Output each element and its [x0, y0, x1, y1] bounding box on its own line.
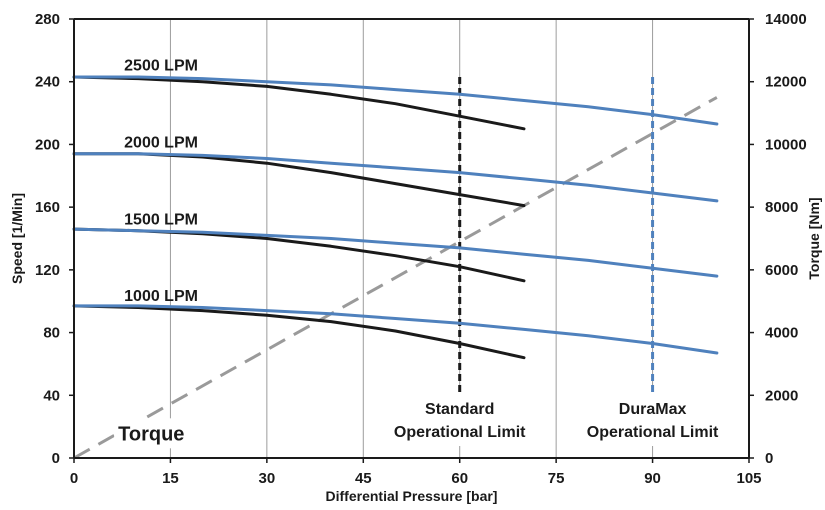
flow-label-2000-lpm: 2000 LPM: [124, 135, 198, 152]
x-axis-title: Differential Pressure [bar]: [326, 488, 498, 504]
x-tick-label-60: 60: [451, 470, 468, 487]
y-right-tick-label-2000: 2000: [765, 387, 798, 404]
y-right-tick-label-6000: 6000: [765, 262, 798, 279]
limit-label-standard-line-2: Operational Limit: [394, 424, 526, 441]
x-tick-label-90: 90: [644, 470, 661, 487]
flow-label-2500-lpm: 2500 LPM: [124, 58, 198, 75]
speed-curve-duramax-1500-lpm: [72, 227, 719, 278]
y-right-tick-label-10000: 10000: [765, 136, 807, 153]
flow-label-1000-lpm: 1000 LPM: [124, 288, 198, 305]
y-left-tick-label-200: 200: [35, 136, 60, 153]
axes: 0 15 30 45 60 75 90 105040801201602002402800200…: [9, 11, 822, 504]
speed-curve-duramax-2000-lpm: [72, 152, 719, 203]
torque-line: [73, 96, 718, 460]
speed-curves-group: [72, 75, 719, 360]
y-left-tick-label-240: 240: [35, 74, 60, 91]
x-tick-label-75: 75: [548, 470, 565, 487]
limit-label-duramax-line-1: DuraMax: [619, 401, 687, 418]
y-axis-right-title: Torque [Nm]: [806, 197, 822, 279]
y-left-tick-label-0: 0: [52, 450, 60, 467]
y-left-tick-label-120: 120: [35, 262, 60, 279]
y-right-tick-label-0: 0: [765, 450, 773, 467]
torque-label: Torque: [118, 423, 184, 445]
speed-curve-standard-1000-lpm: [72, 304, 526, 360]
operational-limit-group: Standard Operational Limit DuraMax Operatio…: [377, 77, 735, 446]
x-tick-label-15: 15: [162, 470, 179, 487]
x-tick-label-0: 0: [70, 470, 78, 487]
annotations: 2500 LPM 2000 LPM 1500 LPM 1000 LPM Torque: [114, 58, 219, 449]
y-right-tick-label-12000: 12000: [765, 74, 807, 91]
flow-label-1500-lpm: 1500 LPM: [124, 211, 198, 228]
y-axis-left-title: Speed [1/Min]: [9, 193, 25, 284]
y-right-tick-label-8000: 8000: [765, 199, 798, 216]
limit-label-standard-line-1: Standard: [425, 401, 494, 418]
torque-label-box: [114, 418, 219, 449]
x-tick-label-30: 30: [259, 470, 276, 487]
speed-curve-duramax-1000-lpm: [72, 304, 719, 355]
x-tick-label-105: 105: [736, 470, 761, 487]
y-left-tick-label-80: 80: [43, 325, 60, 342]
y-left-tick-label-40: 40: [43, 387, 60, 404]
speed-curve-standard-2500-lpm: [72, 75, 526, 131]
limit-label-duramax-line-2: Operational Limit: [587, 424, 719, 441]
limit-label-box-standard: [377, 392, 542, 446]
y-left-tick-label-280: 280: [35, 11, 60, 28]
x-tick-label-45: 45: [355, 470, 372, 487]
y-right-tick-label-14000: 14000: [765, 11, 807, 28]
y-left-tick-label-160: 160: [35, 199, 60, 216]
y-right-tick-label-4000: 4000: [765, 325, 798, 342]
speed-curve-duramax-2500-lpm: [72, 75, 719, 126]
torque-line-group: [73, 96, 718, 460]
limit-label-box-duramax: [570, 392, 735, 446]
